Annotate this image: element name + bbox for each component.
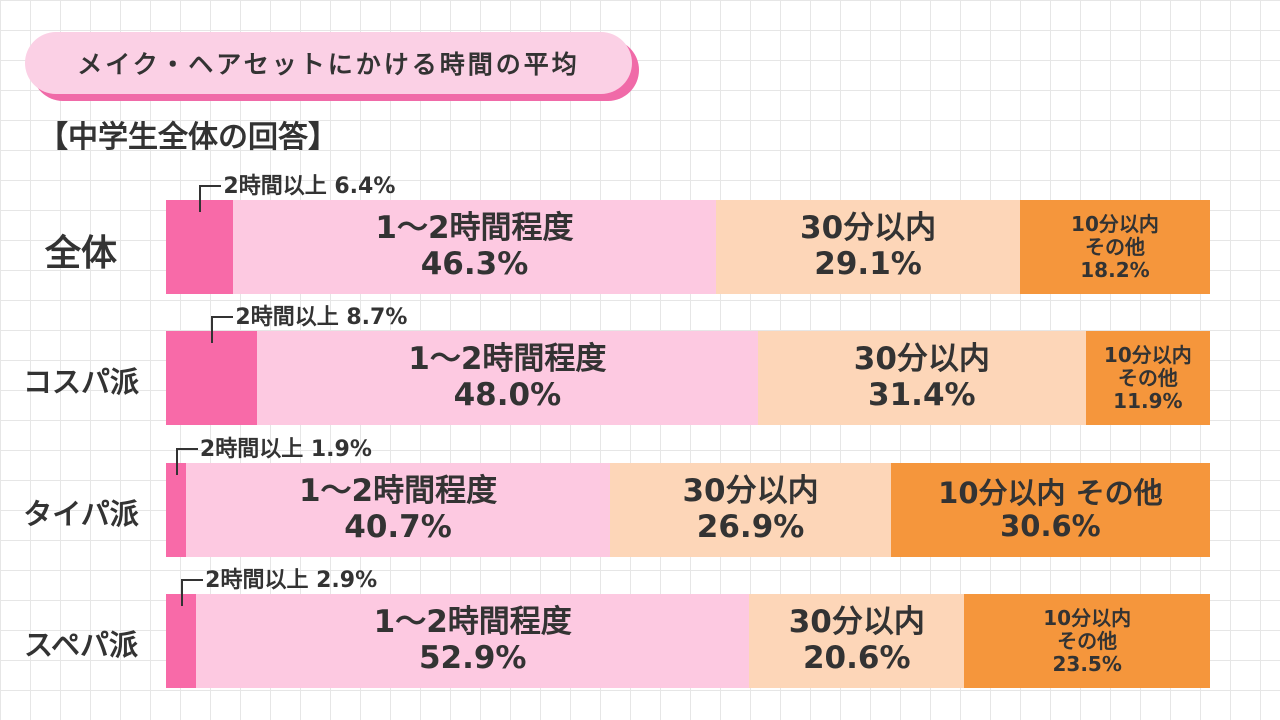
segment-value: 26.9% xyxy=(696,509,805,545)
chart-title: メイク・ヘアセットにかける時間の平均 xyxy=(25,32,632,94)
callout-leader-line xyxy=(199,185,222,212)
callout-over-2h: 2時間以上 6.4% xyxy=(223,174,396,199)
bar-segment-within-10min-other: 10分以内 その他 30.6% xyxy=(890,463,1210,557)
segment-name: 30分以内 xyxy=(788,604,925,641)
callout-leader-line xyxy=(211,316,234,343)
segment-value: 23.5% xyxy=(1052,651,1122,676)
segment-name: 1〜2時間程度 xyxy=(375,210,574,247)
callout-over-2h: 2時間以上 8.7% xyxy=(235,305,408,330)
segment-name: 10分以内 その他 xyxy=(1071,211,1159,259)
bar-segment-within-10min-other: 10分以内 その他 18.2% xyxy=(1019,200,1210,294)
segment-value: 52.9% xyxy=(418,640,527,676)
callout-over-2h: 2時間以上 1.9% xyxy=(199,437,372,462)
segment-value: 11.9% xyxy=(1113,388,1183,413)
bar-segment-over-2h xyxy=(166,200,233,294)
segment-value: 40.7% xyxy=(344,509,452,545)
segment-value: 46.3% xyxy=(420,246,529,282)
callout-leader-line xyxy=(175,448,198,475)
row-label: 全体 xyxy=(44,232,117,274)
stacked-bar: 1〜2時間程度 40.7% 30分以内 26.9% 10分以内 その他 30.6% xyxy=(166,463,1210,557)
segment-name: 10分以内 その他 xyxy=(1103,342,1192,390)
stacked-bar: 1〜2時間程度 52.9% 30分以内 20.6% 10分以内 その他 23.5% xyxy=(166,594,1210,688)
bar-segment-within-10min-other: 10分以内 その他 11.9% xyxy=(1085,331,1210,425)
bar-segment-1-2h: 1〜2時間程度 48.0% xyxy=(256,331,758,425)
segment-name: 1〜2時間程度 xyxy=(408,341,607,378)
segment-name: 30分以内 xyxy=(682,473,819,510)
row-label: タイパ派 xyxy=(23,497,139,532)
bar-segment-within-30min: 30分以内 29.1% xyxy=(716,200,1020,294)
segment-name: 10分以内 その他 xyxy=(938,475,1163,510)
segment-value: 29.1% xyxy=(814,246,922,282)
segment-value: 31.4% xyxy=(868,377,976,413)
segment-value: 18.2% xyxy=(1080,257,1150,282)
segment-name: 1〜2時間程度 xyxy=(298,473,498,510)
bar-segment-1-2h: 1〜2時間程度 46.3% xyxy=(232,200,717,294)
bar-segment-over-2h xyxy=(166,331,257,425)
bar-segment-within-30min: 30分以内 26.9% xyxy=(610,463,891,557)
segment-value: 20.6% xyxy=(802,640,911,676)
stacked-bar: 1〜2時間程度 48.0% 30分以内 31.4% 10分以内 その他 11.9% xyxy=(166,331,1210,425)
row-label: スペパ派 xyxy=(24,628,138,663)
segment-name: 30分以内 xyxy=(853,341,990,378)
row-label: コスパ派 xyxy=(22,365,139,400)
callout-leader-line xyxy=(181,579,204,606)
segment-value: 30.6% xyxy=(1000,509,1101,543)
bar-segment-1-2h: 1〜2時間程度 52.9% xyxy=(196,594,750,688)
segment-name: 30分以内 xyxy=(800,210,937,247)
bar-segment-over-2h xyxy=(166,463,186,557)
segment-value: 48.0% xyxy=(453,377,562,413)
bar-segment-over-2h xyxy=(166,594,197,688)
segment-name: 1〜2時間程度 xyxy=(373,604,572,641)
callout-over-2h: 2時間以上 2.9% xyxy=(205,568,378,593)
chart-subtitle: 【中学生全体の回答】 xyxy=(38,120,338,155)
bar-segment-1-2h: 1〜2時間程度 40.7% xyxy=(185,463,611,557)
bar-segment-within-30min: 30分以内 20.6% xyxy=(749,594,965,688)
stacked-bar: 1〜2時間程度 46.3% 30分以内 29.1% 10分以内 その他 18.2% xyxy=(166,200,1210,294)
bar-segment-within-30min: 30分以内 31.4% xyxy=(757,331,1086,425)
segment-name: 10分以内 その他 xyxy=(1043,605,1132,653)
bar-segment-within-10min-other: 10分以内 その他 23.5% xyxy=(964,594,1210,688)
